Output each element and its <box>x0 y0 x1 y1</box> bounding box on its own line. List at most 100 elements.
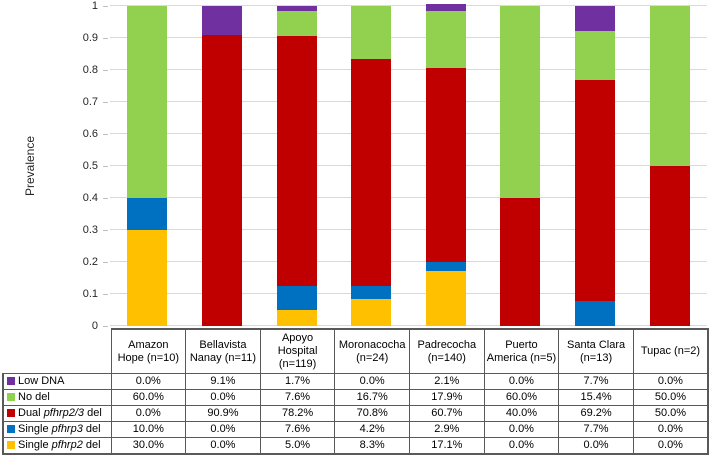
bar-segment <box>425 3 466 11</box>
value-cell: 15.4% <box>558 389 634 406</box>
bar <box>351 6 392 326</box>
value-cell: 17.9% <box>409 389 485 406</box>
value-cell: 78.2% <box>259 405 336 422</box>
value-cell: 2.9% <box>409 421 485 438</box>
value-cell: 60.7% <box>409 405 485 422</box>
gridline <box>110 293 707 294</box>
value-cell: 60.0% <box>483 389 560 406</box>
y-tick-mark <box>103 198 108 199</box>
category-header-cell: Padrecocha (n=140) <box>409 328 485 374</box>
value-cell: 70.8% <box>334 405 410 422</box>
legend-label-italic: pfhrp2 <box>51 439 83 451</box>
value-cell: 0.0% <box>483 437 560 455</box>
y-tick-mark <box>103 230 108 231</box>
category-header-cell: Moronacocha (n=24) <box>334 328 410 374</box>
value-cell: 0.0% <box>185 437 261 455</box>
bar-segment <box>351 59 392 287</box>
value-cell: 4.2% <box>334 421 410 438</box>
bar-segment <box>575 80 616 302</box>
value-cell: 0.0% <box>483 421 560 438</box>
y-tick-label: 0.5 <box>82 160 98 172</box>
y-tick-mark <box>103 134 108 135</box>
gridline <box>110 133 707 134</box>
gridline <box>110 5 707 6</box>
y-tick-mark <box>103 38 108 39</box>
bar-slot <box>409 3 484 326</box>
bar-slot <box>185 6 260 326</box>
y-tick-mark <box>103 294 108 295</box>
legend-label: Low DNA <box>18 375 65 387</box>
y-tick-mark <box>103 262 108 263</box>
legend-key-icon <box>7 441 15 449</box>
bar <box>425 3 466 326</box>
bar-segment <box>276 11 317 36</box>
bar-segment <box>425 67 466 263</box>
bar-slot <box>558 6 633 326</box>
y-tick-label: 1 <box>91 0 98 12</box>
legend-key-icon <box>7 377 15 385</box>
category-header-cell: Apoyo Hospital (n=119) <box>259 328 336 374</box>
table-row: Single pfhrp3 del 10.0% 0.0% 7.6% 4.2% 2.9% 0.… <box>2 421 709 438</box>
value-cell: 2.1% <box>409 373 485 390</box>
bar-segment <box>575 6 616 31</box>
bar-segment <box>127 6 168 198</box>
y-tick-mark <box>103 70 108 71</box>
value-cell: 1.7% <box>259 373 336 390</box>
legend-label: del <box>84 407 102 419</box>
bar <box>575 6 616 326</box>
category-header-cell: Amazon Hope (n=10) <box>110 328 187 374</box>
gridline <box>110 229 707 230</box>
bar-segment <box>201 35 242 326</box>
y-tick-mark <box>103 102 108 103</box>
table-corner-cell <box>3 329 111 374</box>
table-row: Low DNA 0.0% 9.1% 1.7% 0.0% 2.1% 0.0% 7.7% 0.0% <box>2 373 709 390</box>
legend-label: Single <box>18 423 52 435</box>
bar-segment <box>276 310 317 326</box>
value-cell: 0.0% <box>632 437 709 455</box>
legend-label: Single <box>18 439 52 451</box>
bar-segment <box>127 230 168 326</box>
legend-key-icon <box>7 409 15 417</box>
bar-segment <box>127 198 168 230</box>
bar-segment <box>500 198 541 326</box>
value-cell: 0.0% <box>558 437 634 455</box>
value-cell: 7.7% <box>558 421 634 438</box>
gridline <box>110 197 707 198</box>
legend-label: Dual <box>18 407 44 419</box>
value-cell: 5.0% <box>259 437 336 455</box>
gridline <box>110 101 707 102</box>
value-cell: 69.2% <box>558 405 634 422</box>
y-tick-label: 0.3 <box>82 224 98 236</box>
gridline <box>110 325 707 326</box>
gridline <box>110 37 707 38</box>
value-cell: 16.7% <box>334 389 410 406</box>
bar-segment <box>575 301 616 326</box>
y-tick-label: 0.1 <box>82 288 98 300</box>
value-cell: 0.0% <box>110 405 187 422</box>
legend-label: No del <box>18 391 50 403</box>
value-cell: 10.0% <box>110 421 187 438</box>
bar <box>127 6 168 326</box>
bar-slot <box>632 6 707 326</box>
value-cell: 17.1% <box>409 437 485 455</box>
y-tick-label: 0.6 <box>82 128 98 140</box>
category-header-cell: Tupac (n=2) <box>632 328 709 374</box>
value-cell: 0.0% <box>185 389 261 406</box>
bar <box>500 6 541 326</box>
value-cell: 0.0% <box>334 373 410 390</box>
bar-segment <box>575 30 616 81</box>
y-tick-label: 0.9 <box>82 32 98 44</box>
bar-segment <box>425 10 466 68</box>
y-tick-label: 0.2 <box>82 256 98 268</box>
bar-segment <box>201 6 242 36</box>
value-cell: 7.6% <box>259 389 336 406</box>
value-cell: 7.7% <box>558 373 634 390</box>
bar-segment <box>649 6 690 166</box>
gridline <box>110 165 707 166</box>
legend-cell: Low DNA <box>2 373 112 390</box>
bar-segment <box>351 299 392 326</box>
legend-cell: No del <box>2 389 112 406</box>
category-header-cell: Puerto America (n=5) <box>483 328 560 374</box>
bar-slot <box>334 6 409 326</box>
y-tick-mark <box>103 6 108 7</box>
